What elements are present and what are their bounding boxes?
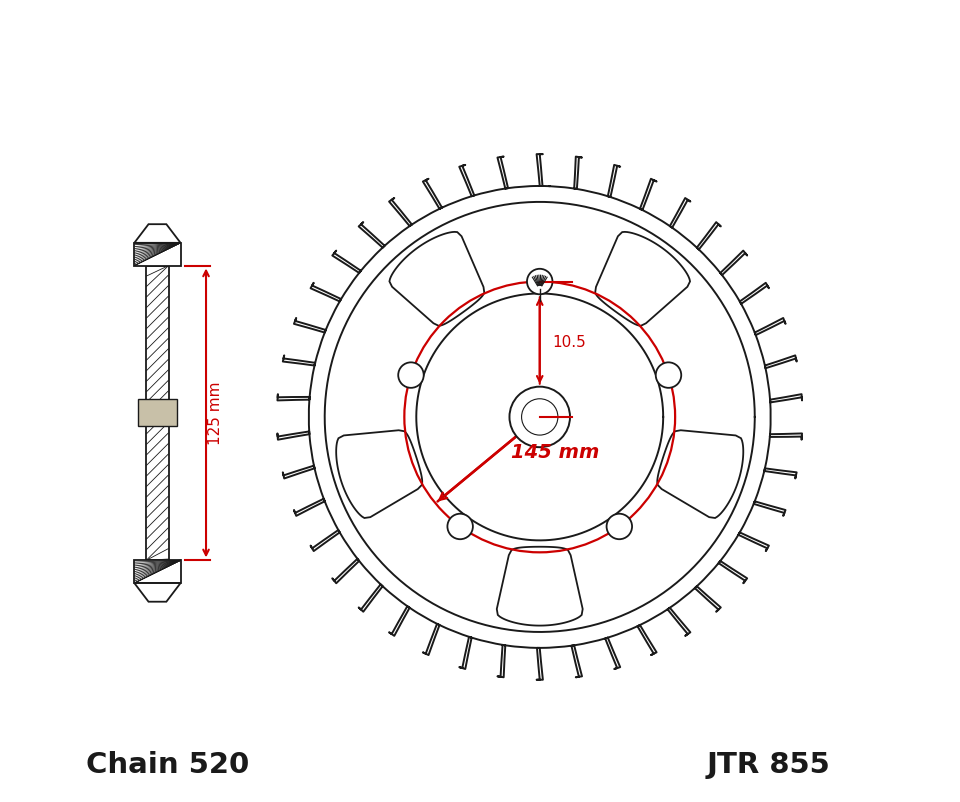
Polygon shape bbox=[134, 243, 180, 265]
Text: 10.5: 10.5 bbox=[552, 335, 587, 350]
Text: Chain 520: Chain 520 bbox=[85, 751, 249, 780]
Polygon shape bbox=[496, 547, 583, 626]
Polygon shape bbox=[595, 232, 690, 326]
Polygon shape bbox=[134, 561, 180, 583]
Circle shape bbox=[521, 399, 558, 435]
Polygon shape bbox=[134, 583, 180, 602]
Polygon shape bbox=[134, 225, 180, 243]
Polygon shape bbox=[138, 399, 177, 427]
Text: JTR 855: JTR 855 bbox=[707, 751, 830, 780]
Circle shape bbox=[527, 269, 552, 294]
Circle shape bbox=[656, 363, 682, 388]
Text: 145 mm: 145 mm bbox=[512, 443, 600, 462]
Polygon shape bbox=[390, 232, 484, 326]
Bar bbox=[146, 265, 169, 561]
Circle shape bbox=[447, 514, 473, 539]
Polygon shape bbox=[336, 430, 422, 518]
Circle shape bbox=[510, 387, 570, 448]
Circle shape bbox=[607, 514, 632, 539]
Text: 125 mm: 125 mm bbox=[208, 381, 223, 444]
Polygon shape bbox=[658, 430, 743, 518]
Circle shape bbox=[398, 363, 423, 388]
